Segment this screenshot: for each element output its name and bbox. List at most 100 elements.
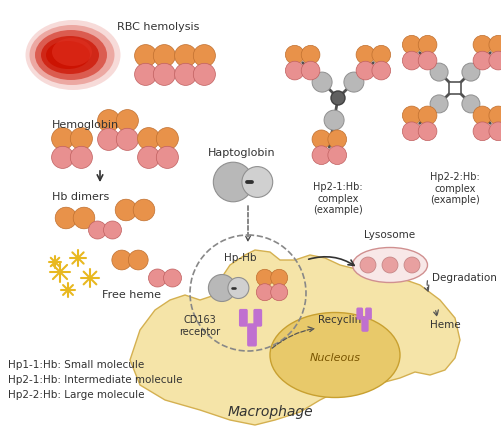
Circle shape: [418, 51, 437, 70]
Text: Degradation: Degradation: [432, 273, 497, 283]
Text: Hp2-2:Hb:
complex
(example): Hp2-2:Hb: complex (example): [430, 172, 480, 205]
Circle shape: [404, 257, 420, 273]
Circle shape: [328, 130, 347, 149]
Text: Nucleous: Nucleous: [310, 353, 361, 363]
Circle shape: [271, 284, 288, 301]
FancyBboxPatch shape: [449, 82, 461, 94]
Circle shape: [331, 91, 345, 105]
Circle shape: [312, 146, 331, 164]
Text: Hp2-1:Hb:
complex
(example): Hp2-1:Hb: complex (example): [313, 182, 363, 215]
Circle shape: [135, 45, 157, 66]
Circle shape: [430, 95, 448, 113]
Circle shape: [328, 146, 347, 164]
Circle shape: [382, 257, 398, 273]
Circle shape: [52, 146, 74, 169]
Circle shape: [286, 61, 304, 80]
Circle shape: [70, 127, 92, 150]
Circle shape: [116, 109, 138, 132]
Circle shape: [312, 72, 332, 92]
Circle shape: [138, 146, 160, 169]
Text: Lysosome: Lysosome: [364, 230, 415, 240]
Circle shape: [473, 106, 492, 125]
Circle shape: [156, 146, 178, 169]
Circle shape: [174, 45, 197, 66]
FancyBboxPatch shape: [254, 310, 262, 326]
Circle shape: [89, 221, 107, 239]
Ellipse shape: [26, 20, 121, 90]
Circle shape: [98, 128, 120, 151]
Text: Hp1-1:Hb: Small molecule: Hp1-1:Hb: Small molecule: [8, 360, 144, 370]
Circle shape: [462, 95, 480, 113]
FancyBboxPatch shape: [248, 324, 256, 346]
Circle shape: [271, 269, 288, 286]
FancyBboxPatch shape: [362, 317, 368, 331]
Circle shape: [360, 257, 376, 273]
Circle shape: [372, 45, 391, 64]
Circle shape: [242, 166, 273, 197]
Ellipse shape: [35, 30, 107, 80]
Circle shape: [73, 207, 95, 229]
Circle shape: [402, 35, 421, 54]
Circle shape: [489, 122, 501, 141]
Circle shape: [473, 51, 492, 70]
Circle shape: [372, 61, 391, 80]
Circle shape: [228, 278, 249, 299]
Circle shape: [193, 63, 215, 85]
Circle shape: [174, 63, 197, 85]
Text: Hemoglobin: Hemoglobin: [52, 120, 119, 130]
Circle shape: [148, 269, 166, 287]
Circle shape: [133, 199, 155, 221]
Circle shape: [344, 72, 364, 92]
Circle shape: [104, 221, 122, 239]
Circle shape: [135, 63, 157, 85]
Circle shape: [70, 146, 92, 169]
Text: Recycling: Recycling: [318, 315, 368, 325]
Ellipse shape: [46, 41, 90, 69]
Text: Heme: Heme: [430, 320, 460, 330]
FancyBboxPatch shape: [366, 308, 371, 319]
Text: Hb dimers: Hb dimers: [52, 192, 109, 202]
Text: Macrophage: Macrophage: [227, 405, 313, 419]
Circle shape: [402, 122, 421, 141]
Circle shape: [257, 284, 274, 301]
Circle shape: [473, 122, 492, 141]
Text: Hp2-2:Hb: Large molecule: Hp2-2:Hb: Large molecule: [8, 390, 144, 400]
Circle shape: [138, 127, 160, 150]
Ellipse shape: [30, 25, 115, 85]
Circle shape: [115, 199, 137, 221]
Circle shape: [489, 35, 501, 54]
Ellipse shape: [52, 38, 92, 66]
Circle shape: [98, 109, 120, 132]
Circle shape: [128, 250, 148, 270]
Circle shape: [52, 127, 74, 150]
Circle shape: [301, 45, 320, 64]
Circle shape: [418, 106, 437, 125]
Circle shape: [163, 269, 181, 287]
Circle shape: [473, 35, 492, 54]
Circle shape: [402, 51, 421, 70]
Circle shape: [208, 275, 235, 302]
Ellipse shape: [41, 36, 99, 74]
Text: Haptoglobin: Haptoglobin: [208, 148, 276, 158]
Circle shape: [356, 45, 375, 64]
Circle shape: [153, 63, 175, 85]
Circle shape: [116, 128, 138, 151]
Circle shape: [193, 45, 215, 66]
Polygon shape: [130, 250, 460, 425]
Circle shape: [462, 63, 480, 81]
FancyBboxPatch shape: [357, 308, 362, 319]
Circle shape: [402, 106, 421, 125]
Ellipse shape: [353, 248, 427, 283]
Circle shape: [489, 106, 501, 125]
Circle shape: [55, 207, 77, 229]
Circle shape: [153, 45, 175, 66]
FancyBboxPatch shape: [239, 310, 247, 326]
Circle shape: [286, 45, 304, 64]
Circle shape: [430, 63, 448, 81]
Circle shape: [301, 61, 320, 80]
Circle shape: [356, 61, 375, 80]
Text: Hp-Hb: Hp-Hb: [224, 253, 256, 263]
Circle shape: [418, 122, 437, 141]
Ellipse shape: [270, 312, 400, 398]
Circle shape: [156, 127, 178, 150]
